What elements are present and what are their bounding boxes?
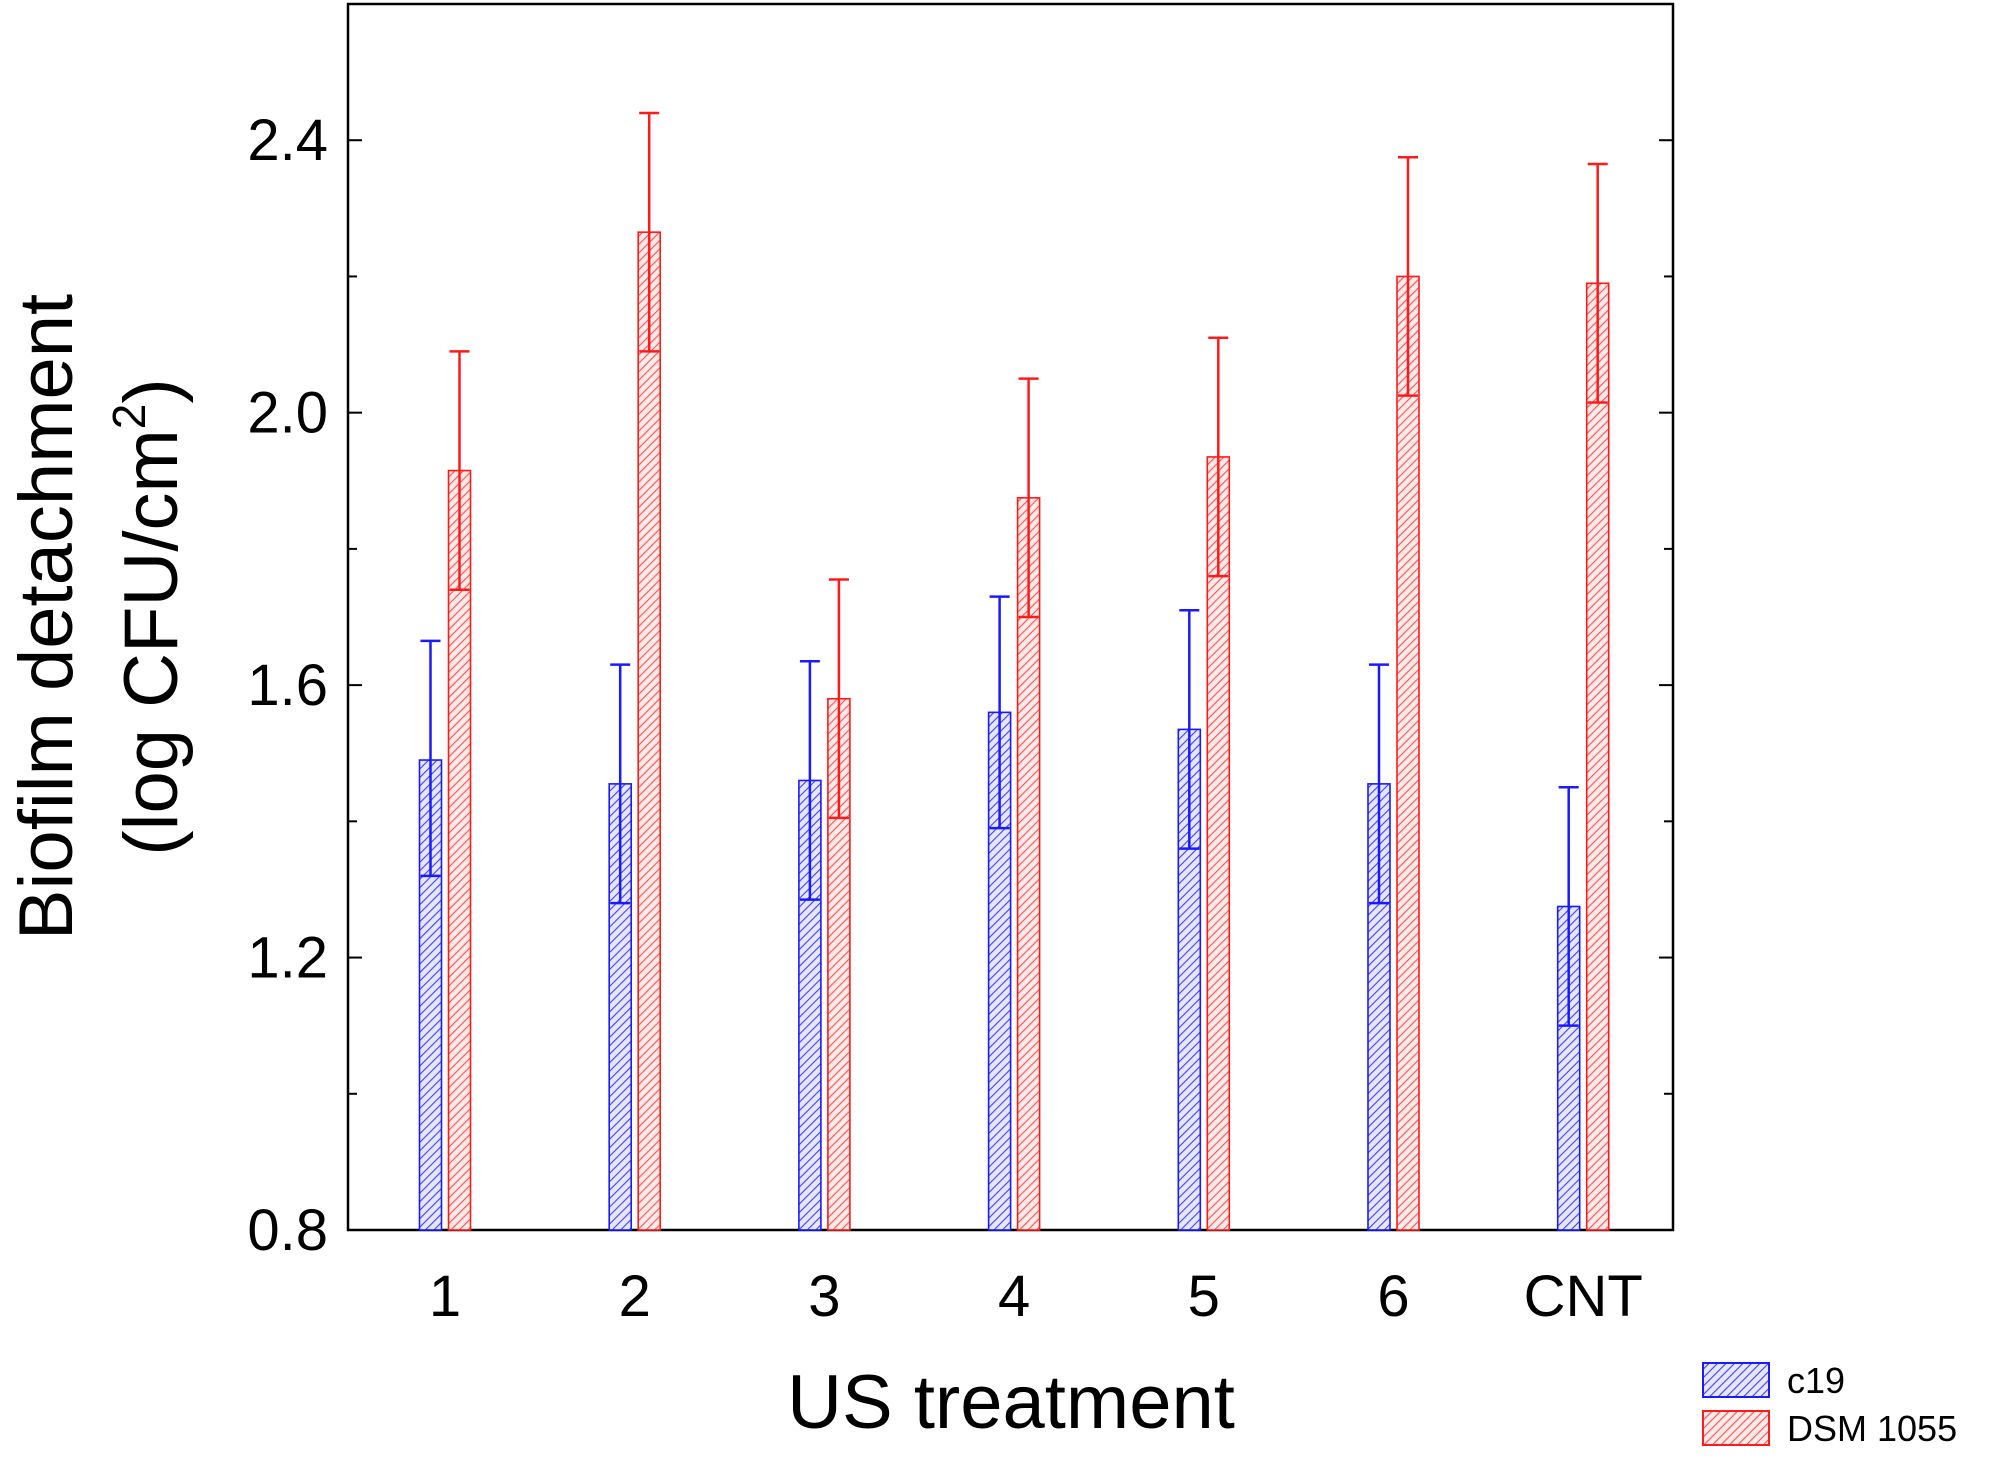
y-tick-label: 0.8 — [247, 1198, 328, 1263]
legend: c19 DSM 1055 — [1702, 1360, 1957, 1449]
y-tick-label: 1.2 — [247, 926, 328, 991]
legend-label-dsm1055: DSM 1055 — [1787, 1408, 1957, 1449]
x-tick-label: 2 — [619, 1264, 651, 1329]
legend-swatch-c19 — [1702, 1362, 1770, 1398]
y-axis-title-main: Biofilm detachment — [4, 294, 89, 940]
y-tick-label: 2.0 — [247, 381, 328, 446]
x-tick-label: 1 — [429, 1264, 461, 1329]
y-axis-unit-superscript: 2 — [103, 404, 155, 430]
bar-dsm1055 — [637, 231, 662, 1231]
bars — [418, 111, 1610, 1231]
x-tick-label: 6 — [1377, 1264, 1409, 1329]
x-axis: 1 2 3 4 5 6 CNT — [429, 1264, 1643, 1329]
y-axis-unit-suffix: ) — [109, 378, 194, 403]
y-axis-unit-prefix: (log CFU/cm — [109, 429, 194, 855]
y-axis: 0.8 1.2 1.6 2.0 2.4 — [247, 108, 1673, 1263]
x-tick-label: CNT — [1524, 1264, 1643, 1329]
x-tick-label: 5 — [1188, 1264, 1220, 1329]
y-axis-title: Biofilm detachment (log CFU/cm2) — [4, 294, 194, 940]
bar-dsm1055 — [1396, 275, 1420, 1231]
x-tick-label: 4 — [998, 1264, 1030, 1329]
x-tick-label: 3 — [808, 1264, 840, 1329]
legend-swatch-dsm1055 — [1702, 1410, 1770, 1446]
legend-label-c19: c19 — [1787, 1360, 1845, 1401]
y-tick-label: 1.6 — [247, 653, 328, 718]
bar-dsm1055 — [1585, 282, 1610, 1231]
x-axis-title: US treatment — [787, 1360, 1235, 1445]
y-tick-label: 2.4 — [247, 108, 328, 173]
y-axis-title-unit: (log CFU/cm2) — [103, 378, 194, 855]
